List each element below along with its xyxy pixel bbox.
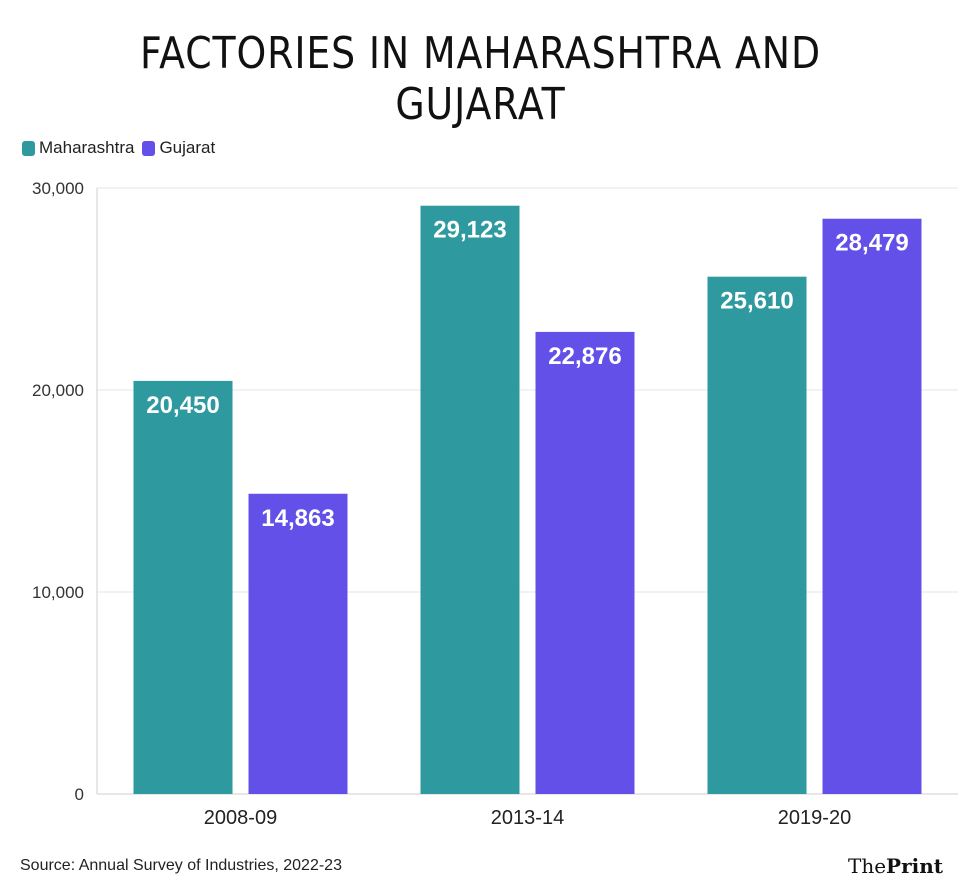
y-tick-label: 30,000 bbox=[32, 179, 84, 198]
data-label: 20,450 bbox=[146, 392, 219, 419]
x-tick-label: 2019-20 bbox=[778, 807, 851, 829]
bar-maharashtra-2013-14 bbox=[420, 205, 520, 794]
source-note: Source: Annual Survey of Industries, 202… bbox=[20, 857, 342, 874]
legend-item-gujarat: Gujarat bbox=[142, 138, 215, 158]
bar-gujarat-2008-09 bbox=[248, 493, 348, 794]
x-tick-label: 2013-14 bbox=[491, 807, 564, 829]
data-label: 22,876 bbox=[548, 343, 621, 370]
x-tick-label: 2008-09 bbox=[204, 807, 277, 829]
y-tick-label: 20,000 bbox=[32, 381, 84, 400]
bar-gujarat-2013-14 bbox=[535, 331, 635, 794]
theprint-logo: ThePrint bbox=[848, 854, 943, 878]
legend: Maharashtra Gujarat bbox=[22, 138, 223, 158]
legend-label-maharashtra: Maharashtra bbox=[39, 138, 135, 157]
data-label: 14,863 bbox=[261, 505, 334, 532]
legend-label-gujarat: Gujarat bbox=[159, 138, 216, 157]
bar-chart: 0 10,000 20,000 30,000 20,450 14,863 2008-09 29… bbox=[32, 179, 958, 829]
data-label: 28,479 bbox=[835, 230, 908, 257]
bar-maharashtra-2019-20 bbox=[707, 276, 807, 795]
logo-print: Print bbox=[886, 854, 943, 878]
chart-title: FACTORIES IN MAHARASHTRA AND GUJARAT bbox=[140, 28, 821, 130]
legend-item-maharashtra: Maharashtra bbox=[22, 138, 134, 158]
y-tick-label: 10,000 bbox=[32, 583, 84, 602]
data-label: 29,123 bbox=[433, 217, 506, 244]
bar-maharashtra-2008-09 bbox=[133, 380, 233, 794]
bar-gujarat-2019-20 bbox=[822, 218, 922, 795]
legend-swatch-maharashtra bbox=[22, 140, 35, 156]
y-tick-label: 0 bbox=[75, 785, 84, 804]
legend-swatch-gujarat bbox=[142, 140, 156, 156]
logo-the: The bbox=[847, 854, 887, 878]
data-label: 25,610 bbox=[720, 288, 793, 315]
